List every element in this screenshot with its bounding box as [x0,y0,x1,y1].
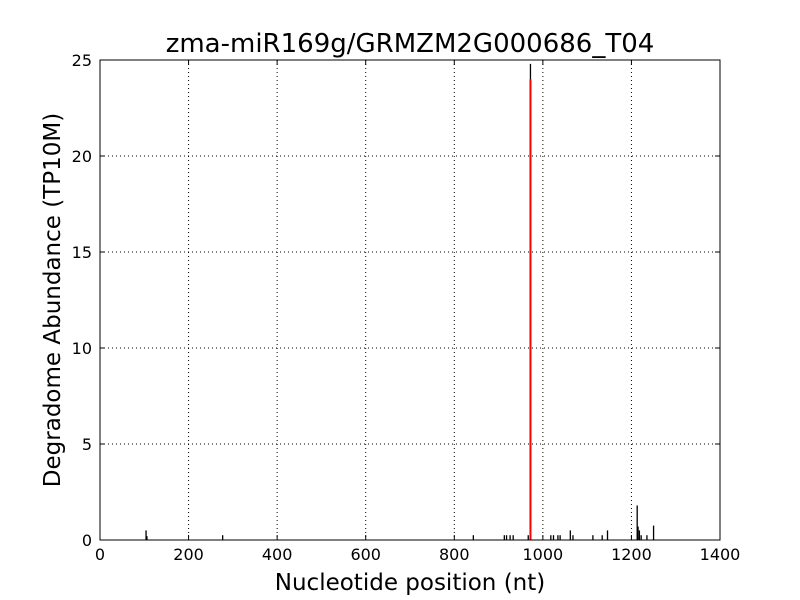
y-tick-label: 0 [82,531,92,550]
y-tick-label: 15 [72,243,92,262]
x-tick-label: 1200 [611,545,652,564]
x-tick-label: 200 [173,545,204,564]
x-tick-label: 1400 [700,545,741,564]
x-tick-label: 600 [350,545,381,564]
y-axis-label: Degradome Abundance (TP10M) [40,113,66,487]
x-tick-label: 800 [439,545,470,564]
plot-frame [99,59,721,541]
grid-lines [100,60,720,540]
y-tick-label: 5 [82,435,92,454]
y-tick-label: 20 [72,147,92,166]
bars-group [145,63,655,540]
y-tick-label: 10 [72,339,92,358]
x-tick-label: 1000 [522,545,563,564]
axis-ticks: 0 200 400 600 800 1000 1200 1400 0 5 10 15 20 25 [72,51,741,564]
x-tick-label: 400 [262,545,293,564]
y-tick-label: 25 [72,51,92,70]
chart-title: zma-miR169g/GRMZM2G000686_T04 [166,29,655,59]
x-axis-label: Nucleotide position (nt) [275,570,545,596]
x-tick-label: 0 [95,545,105,564]
